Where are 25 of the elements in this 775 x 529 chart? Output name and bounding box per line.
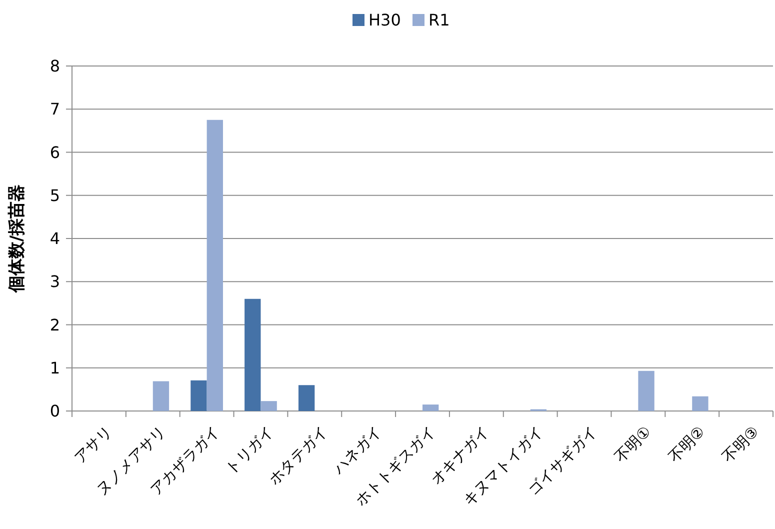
bar bbox=[260, 401, 277, 411]
y-tick-label: 7 bbox=[50, 100, 60, 119]
bar bbox=[244, 298, 261, 411]
bar bbox=[692, 396, 708, 411]
x-tick-label: アサリ bbox=[70, 422, 116, 468]
bar bbox=[422, 404, 439, 411]
bar bbox=[298, 385, 315, 411]
bar bbox=[190, 380, 207, 411]
y-tick-label: 0 bbox=[50, 402, 60, 421]
x-tick-label: 不明③ bbox=[718, 422, 762, 466]
y-tick-label: 6 bbox=[50, 142, 60, 162]
bar bbox=[152, 381, 170, 411]
y-axis-title: 個体数/採苗器 bbox=[7, 184, 27, 294]
x-tick-label: 不明② bbox=[664, 422, 708, 466]
x-tick-label: 不明① bbox=[610, 422, 654, 466]
legend-label: H30 bbox=[368, 10, 401, 30]
y-tick-label: 5 bbox=[50, 186, 60, 205]
y-tick-label: 8 bbox=[50, 56, 60, 76]
y-tick-label: 1 bbox=[50, 358, 60, 378]
bar bbox=[638, 370, 654, 411]
bar bbox=[206, 120, 223, 411]
legend-label: R1 bbox=[428, 10, 450, 30]
y-tick-label: 2 bbox=[50, 315, 60, 334]
y-tick-label: 4 bbox=[50, 229, 60, 248]
y-tick-label: 3 bbox=[50, 272, 60, 292]
